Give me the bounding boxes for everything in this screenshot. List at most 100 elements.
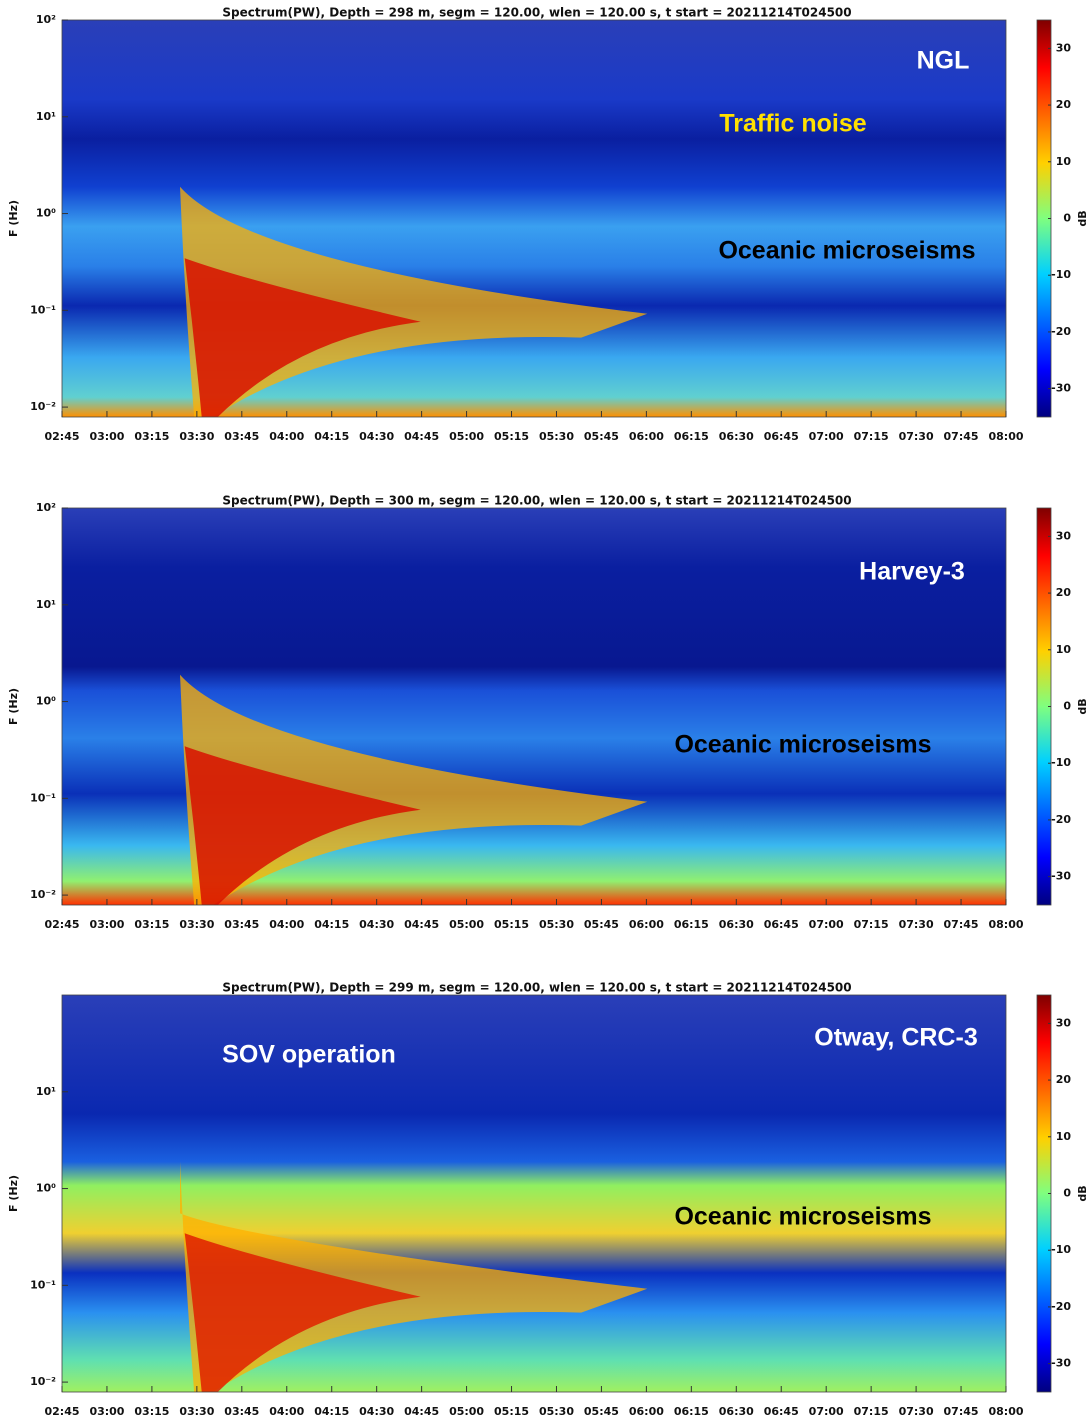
x-tick-label: 04:30 — [359, 918, 394, 931]
colorbar-tick-label: 30 — [1056, 529, 1072, 542]
x-tick-label: 04:15 — [314, 1405, 349, 1418]
x-tick-label: 04:45 — [404, 1405, 439, 1418]
x-tick-label: 07:30 — [899, 1405, 934, 1418]
colorbar-tick-label: -10 — [1051, 756, 1071, 769]
panel: Spectrum(PW), Depth = 300 m, segm = 120.… — [7, 494, 1089, 932]
colorbar-tick-label: 20 — [1056, 98, 1072, 111]
colorbar-tick-label: 0 — [1063, 700, 1071, 713]
annotation: SOV operation — [222, 1041, 396, 1069]
x-tick-label: 04:30 — [359, 1405, 394, 1418]
colorbar-tick-label: 30 — [1056, 1016, 1072, 1029]
colorbar-tick-label: 10 — [1056, 155, 1072, 168]
y-tick-label: 10² — [36, 13, 56, 26]
annotation: Traffic noise — [719, 110, 866, 138]
panel: Spectrum(PW), Depth = 299 m, segm = 120.… — [7, 981, 1089, 1419]
y-axis-label: F (Hz) — [7, 200, 20, 237]
x-tick-label: 05:45 — [584, 918, 619, 931]
x-tick-label: 03:15 — [134, 430, 169, 443]
annotation: NGL — [917, 47, 970, 75]
x-tick-label: 05:00 — [449, 1405, 484, 1418]
annotation: Oceanic microseisms — [674, 1203, 931, 1231]
y-tick-label: 10⁻¹ — [30, 303, 56, 316]
event-tail — [180, 186, 648, 417]
x-tick-label: 05:45 — [584, 430, 619, 443]
x-tick-label: 05:00 — [449, 430, 484, 443]
colorbar-tick-label: -30 — [1051, 870, 1071, 883]
x-tick-label: 03:30 — [179, 1405, 214, 1418]
event-core — [184, 1233, 421, 1392]
x-tick-label: 03:00 — [89, 1405, 124, 1418]
y-tick-label: 10⁻¹ — [30, 791, 56, 804]
y-tick-label: 10⁰ — [36, 695, 56, 708]
colorbar-tick-label: 10 — [1056, 1130, 1072, 1143]
x-tick-label: 03:30 — [179, 918, 214, 931]
colorbar-tick-label: 0 — [1063, 1187, 1071, 1200]
event-tail — [180, 674, 648, 905]
colorbar-tick-label: -20 — [1051, 1300, 1071, 1313]
annotation: Oceanic microseisms — [718, 237, 975, 265]
x-tick-label: 03:45 — [224, 1405, 259, 1418]
x-tick-label: 05:15 — [494, 430, 529, 443]
x-tick-label: 04:45 — [404, 918, 439, 931]
plot-frame — [61, 19, 1007, 418]
y-axis-label: F (Hz) — [7, 688, 20, 725]
plot-frame — [61, 507, 1007, 906]
x-tick-label: 05:15 — [494, 918, 529, 931]
annotation: Oceanic microseisms — [674, 731, 931, 759]
x-tick-label: 04:30 — [359, 430, 394, 443]
x-tick-label: 07:15 — [854, 430, 889, 443]
chart-title: Spectrum(PW), Depth = 298 m, segm = 120.… — [222, 6, 851, 20]
y-tick-label: 10¹ — [36, 1085, 56, 1098]
y-tick-label: 10⁻² — [30, 1375, 56, 1388]
x-tick-label: 06:30 — [719, 1405, 754, 1418]
colorbar-label: dB — [1076, 210, 1089, 226]
x-tick-label: 06:15 — [674, 430, 709, 443]
x-tick-label: 06:30 — [719, 430, 754, 443]
x-tick-label: 05:15 — [494, 1405, 529, 1418]
colorbar-label: dB — [1076, 1185, 1089, 1201]
colorbar-tick-label: 0 — [1063, 212, 1071, 225]
x-tick-label: 07:45 — [944, 430, 979, 443]
x-tick-label: 07:00 — [809, 1405, 844, 1418]
x-tick-label: 04:45 — [404, 430, 439, 443]
x-tick-label: 04:15 — [314, 918, 349, 931]
x-tick-label: 04:00 — [269, 1405, 304, 1418]
x-tick-label: 08:00 — [988, 430, 1023, 443]
x-tick-label: 07:45 — [944, 1405, 979, 1418]
panel: Spectrum(PW), Depth = 298 m, segm = 120.… — [7, 6, 1089, 444]
x-tick-label: 04:00 — [269, 918, 304, 931]
x-tick-label: 06:45 — [764, 918, 799, 931]
x-tick-label: 03:45 — [224, 430, 259, 443]
x-tick-label: 07:15 — [854, 918, 889, 931]
y-tick-label: 10⁻² — [30, 400, 56, 413]
x-tick-label: 07:30 — [899, 430, 934, 443]
x-tick-label: 03:00 — [89, 430, 124, 443]
y-tick-label: 10² — [36, 501, 56, 514]
colorbar-tick-label: 20 — [1056, 586, 1072, 599]
colorbar-tick-label: 10 — [1056, 643, 1072, 656]
annotation: Otway, CRC-3 — [814, 1024, 977, 1052]
x-tick-label: 03:45 — [224, 918, 259, 931]
colorbar-tick-label: -10 — [1051, 1243, 1071, 1256]
colorbar-tick-label: -30 — [1051, 1357, 1071, 1370]
x-tick-label: 05:30 — [539, 1405, 574, 1418]
colorbar-tick-label: 20 — [1056, 1073, 1072, 1086]
event-tail — [180, 1161, 648, 1392]
x-tick-label: 07:00 — [809, 430, 844, 443]
x-tick-label: 06:00 — [629, 430, 664, 443]
x-tick-label: 02:45 — [44, 918, 79, 931]
colorbar-tick-label: 30 — [1056, 41, 1072, 54]
y-axis-label: F (Hz) — [7, 1175, 20, 1212]
annotation: Harvey-3 — [859, 558, 965, 586]
y-tick-label: 10¹ — [36, 110, 56, 123]
event-core — [184, 746, 421, 905]
x-tick-label: 06:30 — [719, 918, 754, 931]
x-tick-label: 05:30 — [539, 430, 574, 443]
x-tick-label: 06:00 — [629, 1405, 664, 1418]
x-tick-label: 08:00 — [988, 918, 1023, 931]
y-tick-label: 10⁻² — [30, 888, 56, 901]
event-core — [184, 258, 421, 417]
x-tick-label: 07:00 — [809, 918, 844, 931]
x-tick-label: 02:45 — [44, 430, 79, 443]
